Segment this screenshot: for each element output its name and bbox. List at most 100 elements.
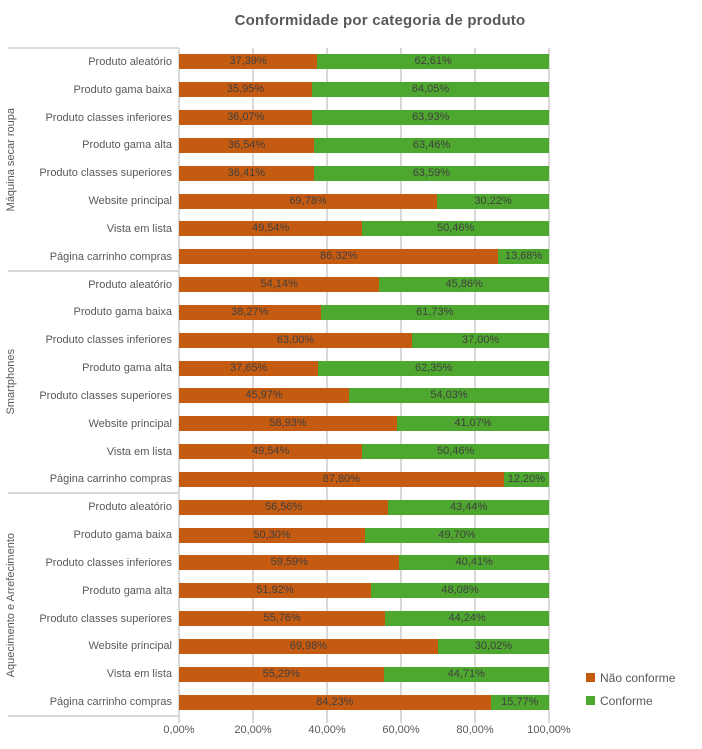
bar-value-nao-conforme: 36,54%	[227, 138, 266, 151]
bar-segment-conforme	[362, 221, 549, 237]
category-label: Página carrinho compras	[49, 696, 172, 709]
bar-segment-nao-conforme	[179, 666, 384, 682]
bar-segment-nao-conforme	[179, 444, 363, 460]
bar-segment-conforme	[437, 193, 549, 209]
bar-segment-conforme	[503, 471, 549, 487]
bar-segment-nao-conforme	[179, 332, 413, 348]
category-label: Produto classes superiores	[39, 612, 172, 625]
x-axis-label: 0,00%	[163, 724, 195, 736]
bar-segment-conforme	[385, 611, 549, 627]
group-separator-line	[8, 269, 179, 272]
legend-label-nao-conforme: Não conforme	[600, 670, 676, 685]
conforme-swatch-icon	[586, 696, 595, 705]
bar-segment-nao-conforme	[179, 555, 400, 571]
category-label: Produto gama alta	[82, 139, 172, 152]
gridline-100	[548, 48, 550, 716]
category-label: Produto aleatório	[88, 55, 172, 68]
bar-segment-conforme	[397, 416, 549, 432]
bar-value-conforme: 13,68%	[505, 250, 543, 263]
legend-item-nao-conforme: Não conforme	[586, 671, 702, 685]
bar-value-conforme: 50,46%	[436, 222, 475, 235]
bar-segment-nao-conforme	[179, 304, 321, 320]
category-label: Produto classes inferiores	[45, 334, 172, 347]
bar-value-nao-conforme: 84,23%	[316, 695, 354, 708]
bar-value-conforme: 44,24%	[448, 612, 486, 625]
bar-segment-conforme	[320, 304, 549, 320]
category-label: Website principal	[88, 417, 172, 430]
x-axis-tick	[178, 716, 180, 723]
bar-segment-nao-conforme	[179, 527, 366, 543]
bar-value-conforme: 62,35%	[414, 361, 453, 374]
group-separator-line	[8, 47, 179, 49]
bar-value-nao-conforme: 49,54%	[251, 445, 290, 458]
bar-segment-conforme	[498, 249, 549, 265]
bar-segment-conforme	[490, 694, 549, 710]
nao-conforme-swatch-icon	[586, 673, 595, 682]
bar-value-nao-conforme: 69,78%	[289, 194, 327, 207]
bar-segment-conforme	[365, 527, 549, 543]
bar-value-nao-conforme: 55,76%	[263, 612, 301, 625]
bar-segment-nao-conforme	[179, 193, 438, 209]
bar-value-conforme: 63,93%	[412, 111, 450, 124]
category-label: Vista em lista	[106, 445, 172, 458]
bar-segment-nao-conforme	[179, 388, 350, 404]
bar-value-nao-conforme: 38,27%	[231, 305, 269, 318]
bar-segment-conforme	[412, 332, 549, 348]
bar-value-nao-conforme: 36,07%	[227, 111, 265, 124]
bar-segment-conforme	[379, 277, 549, 293]
bar-value-conforme: 40,41%	[455, 556, 493, 569]
legend-label-conforme: Conforme	[600, 693, 653, 708]
bar-segment-nao-conforme	[179, 110, 313, 126]
bar-segment-conforme	[313, 165, 549, 181]
bar-value-conforme: 30,22%	[474, 194, 512, 207]
bar-segment-nao-conforme	[179, 277, 380, 293]
category-label: Página carrinho compras	[49, 250, 172, 263]
bar-segment-conforme	[318, 360, 549, 376]
x-axis-label: 40,00%	[308, 724, 346, 736]
bar-segment-conforme	[317, 54, 549, 70]
group-label-text: Aquecimento e Arrefecimento	[5, 532, 17, 677]
bar-segment-conforme	[312, 110, 549, 126]
bar-value-conforme: 63,46%	[412, 138, 451, 151]
bar-value-conforme: 62,61%	[414, 55, 452, 68]
bar-value-nao-conforme: 45,97%	[245, 389, 283, 402]
bar-value-nao-conforme: 37,65%	[229, 361, 268, 374]
category-label: Produto aleatório	[88, 278, 172, 291]
bar-segment-conforme	[312, 82, 549, 98]
bar-segment-conforme	[371, 583, 549, 599]
bar-segment-nao-conforme	[179, 471, 504, 487]
group-label-1: Máquina secar roupa	[2, 48, 20, 271]
bar-segment-conforme	[314, 137, 549, 153]
x-axis-label: 60,00%	[382, 724, 420, 736]
legend: Não conforme Conforme	[566, 652, 702, 726]
bar-segment-nao-conforme	[179, 583, 372, 599]
bar-segment-nao-conforme	[179, 638, 438, 654]
bar-value-nao-conforme: 49,54%	[251, 222, 290, 235]
bar-segment-conforme	[362, 444, 549, 460]
bar-value-nao-conforme: 35,95%	[226, 83, 265, 96]
x-axis-label: 20,00%	[234, 724, 272, 736]
bar-value-nao-conforme: 50,30%	[253, 528, 291, 541]
category-label: Produto gama baixa	[73, 529, 172, 542]
bar-segment-nao-conforme	[179, 249, 499, 265]
gridline-80	[474, 48, 476, 716]
bar-segment-conforme	[349, 388, 549, 404]
bar-segment-nao-conforme	[179, 499, 389, 515]
x-axis-tick	[400, 716, 402, 723]
legend-item-conforme: Conforme	[586, 694, 702, 708]
x-axis-label: 100,00%	[527, 724, 571, 736]
bar-value-conforme: 30,02%	[474, 639, 513, 652]
group-separator-line	[8, 492, 179, 495]
bar-value-nao-conforme: 69,98%	[289, 639, 328, 652]
category-label: Produto gama baixa	[73, 83, 172, 96]
category-label: Produto classes superiores	[39, 389, 172, 402]
category-axis-line	[178, 48, 180, 716]
category-label: Produto aleatório	[88, 501, 172, 514]
bar-segment-nao-conforme	[179, 165, 314, 181]
group-label-text: Máquina secar roupa	[5, 107, 17, 211]
bar-segment-conforme	[388, 499, 549, 515]
category-label: Produto classes inferiores	[45, 556, 172, 569]
group-label-2: Smartphones	[2, 271, 20, 494]
x-axis-label: 80,00%	[456, 724, 494, 736]
bar-value-conforme: 37,00%	[461, 333, 500, 346]
